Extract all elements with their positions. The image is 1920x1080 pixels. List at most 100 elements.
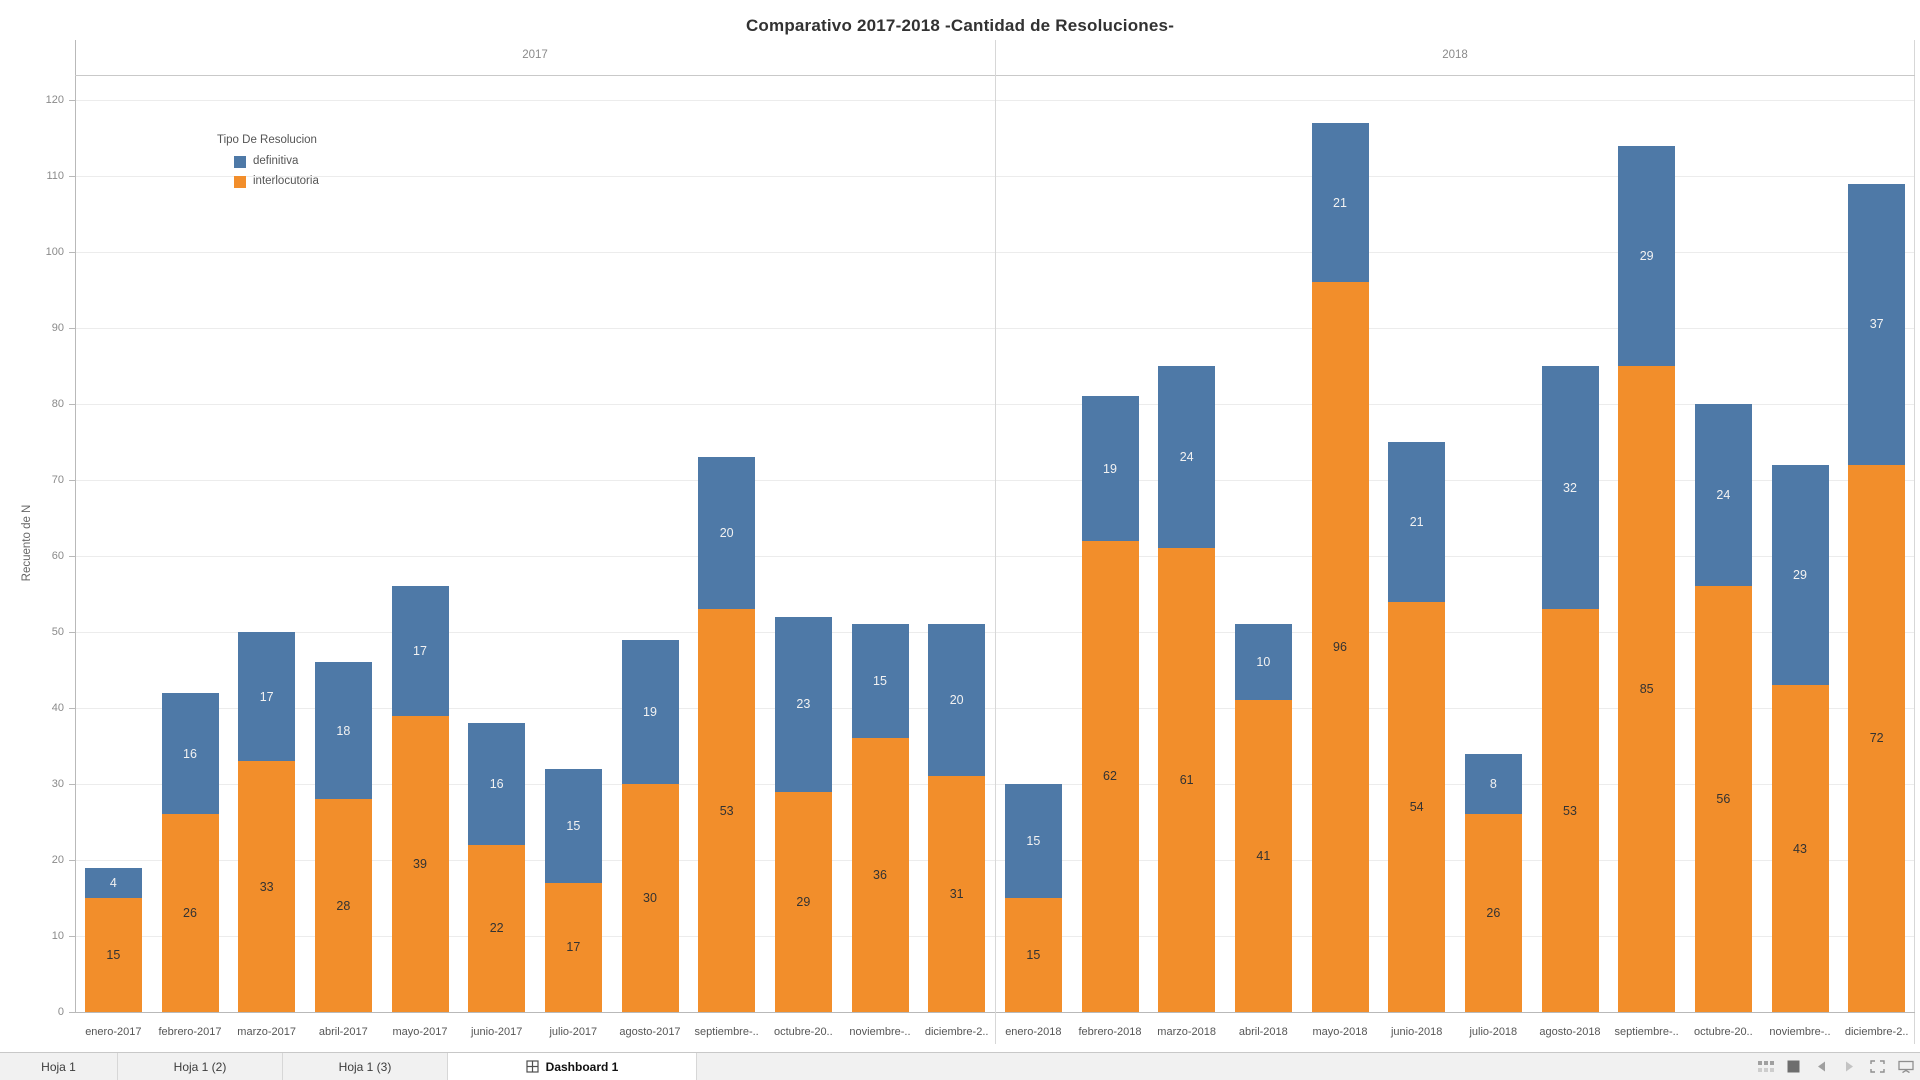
x-axis-label: agosto-2017	[619, 1026, 681, 1038]
bar-segment-interlocutoria[interactable]	[314, 799, 372, 1012]
sheet-sorter-icon[interactable]	[1757, 1059, 1774, 1075]
bar-segment-definitiva[interactable]	[621, 639, 679, 784]
bar-segment-interlocutoria[interactable]	[544, 882, 602, 1012]
x-axis-label: junio-2017	[470, 1026, 523, 1038]
bar-segment-definitiva[interactable]	[1158, 366, 1216, 549]
bar-segment-interlocutoria[interactable]	[1464, 814, 1522, 1012]
chart-title: Comparativo 2017-2018 -Cantidad de Resol…	[745, 16, 1175, 35]
bar-value-label: 15	[1026, 948, 1041, 962]
y-tick-mark	[69, 556, 75, 557]
presentation-mode-icon[interactable]	[1897, 1059, 1914, 1075]
bar-value-label: 96	[1333, 640, 1347, 655]
x-axis-label: abril-2018	[1238, 1026, 1288, 1038]
bar-segment-definitiva[interactable]	[928, 624, 986, 777]
tab-hoja-1-2-[interactable]: Hoja 1 (2)	[118, 1053, 283, 1080]
bar-segment-definitiva[interactable]	[161, 692, 219, 815]
bar-value-label: 17	[566, 940, 581, 955]
tab-label: Hoja 1 (3)	[338, 1059, 392, 1074]
bar-segment-definitiva[interactable]	[1848, 183, 1906, 465]
bar-segment-definitiva[interactable]	[1618, 145, 1676, 366]
y-tick-label: 30	[51, 778, 64, 790]
y-tick-mark	[69, 936, 75, 937]
bar-value-label: 15	[1026, 834, 1041, 848]
bar-segment-interlocutoria[interactable]	[1771, 685, 1829, 1012]
bar-value-label: 16	[183, 746, 197, 761]
bar-segment-interlocutoria[interactable]	[468, 844, 526, 1012]
tab-label: Dashboard 1	[545, 1059, 619, 1074]
bar-segment-interlocutoria[interactable]	[1388, 601, 1446, 1012]
bar-segment-definitiva[interactable]	[468, 723, 526, 845]
bar-segment-interlocutoria[interactable]	[391, 715, 449, 1012]
bar-segment-interlocutoria[interactable]	[928, 776, 986, 1012]
bar-segment-interlocutoria[interactable]	[1311, 282, 1369, 1012]
bar-value-label: 23	[796, 697, 811, 712]
filmstrip-icon[interactable]	[1785, 1059, 1802, 1075]
bar-segment-interlocutoria[interactable]	[1618, 366, 1676, 1012]
bar-segment-definitiva[interactable]	[1388, 442, 1446, 602]
legend-swatch-icon	[234, 155, 246, 168]
bar-segment-interlocutoria[interactable]	[1081, 540, 1139, 1012]
bar-segment-interlocutoria[interactable]	[1158, 548, 1216, 1012]
bar-segment-definitiva[interactable]	[544, 768, 602, 883]
bar-segment-definitiva[interactable]	[314, 662, 372, 800]
bar-segment-definitiva[interactable]	[1234, 624, 1292, 701]
bar-segment-interlocutoria[interactable]	[1234, 700, 1292, 1012]
bar-segment-definitiva[interactable]	[1311, 122, 1369, 283]
panel-header-2017: 2017	[522, 49, 548, 61]
bar-segment-definitiva[interactable]	[774, 616, 832, 792]
bar-segment-definitiva[interactable]	[1081, 396, 1139, 541]
panel-divider	[995, 40, 996, 1044]
bar-segment-definitiva[interactable]	[1771, 464, 1829, 686]
x-axis-label: agosto-2018	[1539, 1026, 1601, 1038]
bar-segment-definitiva[interactable]	[1694, 404, 1752, 587]
bar-segment-interlocutoria[interactable]	[1004, 898, 1062, 1012]
bar-segment-definitiva[interactable]	[1464, 753, 1522, 815]
legend-item-definitiva[interactable]: definitiva	[217, 153, 319, 170]
bar-value-label: 37	[1869, 317, 1884, 332]
bar-segment-definitiva[interactable]	[1541, 366, 1599, 610]
bar-segment-interlocutoria[interactable]	[851, 738, 909, 1012]
bar-value-label: 26	[1486, 906, 1501, 921]
y-tick-mark	[69, 328, 75, 329]
bar-segment-definitiva[interactable]	[84, 867, 142, 898]
bar-segment-interlocutoria[interactable]	[1694, 586, 1752, 1012]
bar-value-label: 41	[1256, 849, 1271, 864]
legend-items: definitiva interlocutoria	[217, 153, 319, 190]
y-tick-mark	[69, 860, 75, 861]
tab-hoja-1[interactable]: Hoja 1	[0, 1053, 118, 1080]
legend-item-interlocutoria[interactable]: interlocutoria	[217, 173, 319, 190]
x-axis-label: mayo-2018	[1312, 1026, 1368, 1038]
x-axis-label: febrero-2017	[158, 1026, 222, 1038]
bar-segment-interlocutoria[interactable]	[774, 791, 832, 1012]
tab-dashboard-1[interactable]: Dashboard 1	[448, 1053, 697, 1080]
bar-segment-interlocutoria[interactable]	[621, 784, 679, 1012]
fullscreen-icon[interactable]	[1869, 1059, 1886, 1075]
bar-segment-definitiva[interactable]	[1004, 784, 1062, 898]
bar-value-label: 53	[719, 803, 734, 818]
bar-segment-interlocutoria[interactable]	[84, 898, 142, 1012]
sheet-tabs: Hoja 1 Hoja 1 (2) Hoja 1 (3) Dashboard 1	[0, 1053, 1920, 1080]
bar-value-label: 29	[796, 894, 811, 909]
x-axis-label: marzo-2018	[1157, 1026, 1216, 1038]
y-tick-mark	[69, 480, 75, 481]
bar-segment-interlocutoria[interactable]	[698, 609, 756, 1012]
bar-segment-definitiva[interactable]	[698, 457, 756, 610]
bar-segment-interlocutoria[interactable]	[1541, 609, 1599, 1012]
tab-hoja-1-3-[interactable]: Hoja 1 (3)	[283, 1053, 448, 1080]
y-tick-mark	[69, 176, 75, 177]
bar-segment-definitiva[interactable]	[851, 624, 909, 739]
bar-value-label: 17	[413, 644, 427, 658]
bar-value-label: 33	[259, 879, 274, 894]
bar-segment-definitiva[interactable]	[391, 586, 449, 716]
legend-item-label: interlocutoria	[253, 175, 319, 187]
bar-segment-interlocutoria[interactable]	[161, 814, 219, 1012]
bar-segment-definitiva[interactable]	[238, 632, 296, 762]
bar-value-label: 32	[1563, 480, 1577, 495]
bar-value-label: 15	[873, 674, 887, 689]
y-tick-label: 90	[51, 322, 64, 334]
bar-segment-interlocutoria[interactable]	[238, 761, 296, 1012]
x-axis-label: noviembre-..	[1769, 1026, 1831, 1038]
bar-segment-interlocutoria[interactable]	[1848, 464, 1906, 1012]
previous-sheet-arrow-icon[interactable]	[1813, 1059, 1830, 1075]
next-sheet-arrow-icon[interactable]	[1841, 1059, 1858, 1075]
